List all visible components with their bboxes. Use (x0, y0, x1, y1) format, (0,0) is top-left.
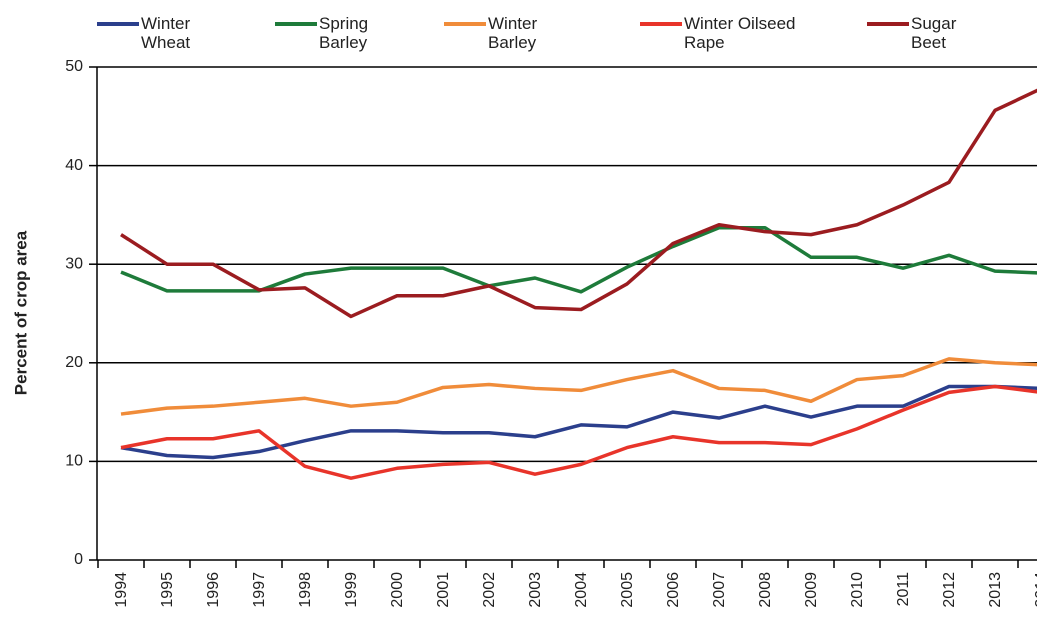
legend-item: Sugar Beet (867, 14, 971, 52)
x-tick-label: 2004 (573, 572, 590, 608)
legend-item: Winter Barley (444, 14, 560, 52)
x-tick-label: 2008 (757, 572, 774, 608)
x-tick-label: 2013 (987, 572, 1004, 608)
y-tick-label: 40 (65, 157, 83, 174)
legend-swatch (275, 22, 317, 26)
y-tick-label: 30 (65, 255, 83, 272)
x-tick-label: 2014 (1033, 572, 1037, 608)
x-tick-label: 2010 (849, 572, 866, 608)
x-tick-label: 1995 (159, 572, 176, 608)
series-line (120, 88, 1037, 319)
legend-swatch (867, 22, 909, 26)
legend-swatch (444, 22, 486, 26)
y-axis-label: Percent of crop area (11, 230, 30, 395)
series-line (120, 357, 1037, 416)
y-tick-label: 10 (65, 453, 83, 470)
series-line (120, 384, 1037, 460)
x-tick-label: 1997 (251, 572, 268, 608)
x-tick-label: 2002 (481, 572, 498, 608)
legend-label: Winter Barley (488, 14, 538, 52)
x-tick-label: 1998 (297, 572, 314, 608)
legend-swatch (640, 22, 682, 26)
x-tick-label: 1996 (205, 572, 222, 608)
x-tick-label: 2007 (711, 572, 728, 608)
legend-label: Winter Oilseed Rape (684, 14, 796, 52)
x-tick-label: 2000 (389, 572, 406, 608)
x-tick-label: 1999 (343, 572, 360, 608)
x-tick-label: 2005 (619, 572, 636, 608)
legend-swatch (97, 22, 139, 26)
legend-item: Spring Barley (275, 14, 391, 52)
y-tick-label: 20 (65, 354, 83, 371)
x-tick-label: 2001 (435, 572, 452, 608)
legend-item: Winter Wheat (97, 14, 203, 52)
legend-label: Winter Wheat (141, 14, 191, 52)
x-tick-label: 2011 (895, 572, 912, 607)
legend-label: Spring Barley (319, 14, 369, 52)
y-tick-label: 0 (74, 551, 83, 568)
x-tick-label: 1994 (113, 572, 130, 608)
series-line (120, 384, 1037, 480)
x-tick-label: 2003 (527, 572, 544, 608)
series-line (120, 225, 1037, 294)
x-tick-label: 2012 (941, 572, 958, 608)
y-tick-label: 50 (65, 58, 83, 75)
x-tick-label: 2006 (665, 572, 682, 608)
x-tick-label: 2009 (803, 572, 820, 608)
legend-label: Sugar Beet (911, 14, 957, 52)
legend-item: Winter Oilseed Rape (640, 14, 814, 52)
